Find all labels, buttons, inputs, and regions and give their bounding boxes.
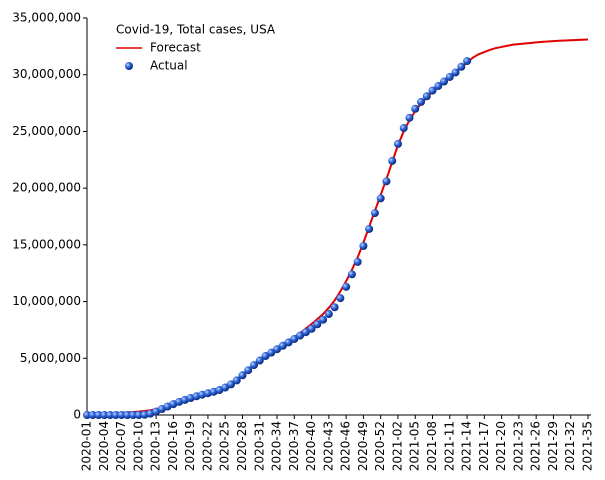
actual-point	[405, 113, 414, 122]
x-tick-label: 2021-11	[442, 421, 456, 471]
legend-marker	[125, 62, 133, 70]
actual-point	[123, 411, 132, 419]
actual-point	[376, 194, 385, 203]
actual-point	[330, 303, 339, 312]
actual-point	[319, 315, 328, 324]
x-tick-label: 2020-49	[356, 421, 370, 471]
actual-point	[382, 177, 391, 186]
actual-point	[273, 345, 282, 354]
x-tick-label: 2020-40	[304, 421, 318, 471]
actual-point	[301, 328, 310, 337]
actual-point	[284, 338, 293, 347]
actual-point	[83, 411, 91, 419]
legend-label: Forecast	[150, 41, 201, 55]
x-tick-label: 2021-26	[529, 421, 543, 471]
actual-point	[359, 241, 368, 250]
actual-point	[296, 331, 305, 340]
x-tick-label: 2020-34	[270, 421, 284, 471]
x-tick-label: 2020-13	[149, 421, 163, 471]
actual-point	[370, 209, 379, 218]
actual-point	[290, 335, 299, 344]
x-tick-label: 2021-02	[390, 421, 404, 471]
y-tick-label: 15,000,000	[12, 237, 81, 251]
actual-point	[267, 348, 276, 357]
actual-point	[445, 72, 454, 81]
x-tick-label: 2021-08	[425, 421, 439, 471]
actual-point	[393, 139, 402, 148]
actual-point	[353, 257, 362, 266]
x-tick-label: 2021-29	[546, 421, 560, 471]
actual-point	[117, 411, 126, 419]
actual-point	[255, 356, 264, 365]
y-tick-label: 35,000,000	[12, 11, 81, 25]
x-tick-label: 2021-32	[563, 421, 577, 471]
actual-point	[278, 341, 287, 350]
actual-point	[238, 371, 247, 380]
actual-point	[261, 352, 270, 361]
y-tick-label: 20,000,000	[12, 181, 81, 195]
actual-point	[451, 68, 460, 77]
y-tick-label: 0	[73, 408, 81, 422]
actual-point	[313, 320, 322, 329]
x-tick-label: 2020-22	[200, 421, 214, 471]
actual-point	[411, 104, 420, 113]
actual-point	[129, 411, 138, 419]
actual-point	[440, 77, 449, 86]
x-tick-label: 2020-52	[373, 421, 387, 471]
x-tick-label: 2020-46	[339, 421, 353, 471]
x-tick-label: 2020-16	[166, 421, 180, 471]
x-tick-label: 2021-23	[511, 421, 525, 471]
x-tick-label: 2021-35	[581, 421, 595, 471]
actual-point	[307, 324, 316, 333]
actual-point	[324, 310, 333, 319]
actual-point	[388, 156, 397, 165]
y-tick-label: 5,000,000	[20, 351, 81, 365]
x-tick-label: 2020-19	[183, 421, 197, 471]
actual-point	[342, 282, 351, 291]
actual-point	[111, 411, 120, 419]
legend-label: Actual	[150, 59, 188, 73]
x-tick-label: 2020-25	[218, 421, 232, 471]
x-tick-label: 2020-31	[252, 421, 266, 471]
actual-point	[250, 361, 258, 370]
x-tick-label: 2020-43	[321, 421, 335, 471]
actual-point	[434, 82, 443, 91]
chart-title: Covid-19, Total cases, USA	[116, 23, 276, 37]
actual-point	[417, 97, 425, 106]
actual-point	[94, 411, 103, 419]
x-tick-label: 2020-04	[97, 421, 111, 471]
actual-point	[244, 366, 253, 375]
x-tick-label: 2020-28	[235, 421, 249, 471]
x-tick-label: 2020-37	[287, 421, 301, 471]
actual-point	[457, 62, 466, 71]
actual-point	[422, 92, 431, 101]
x-tick-label: 2020-01	[80, 421, 94, 471]
forecast-line	[86, 38, 589, 415]
y-tick-label: 30,000,000	[12, 67, 81, 81]
actual-point	[399, 124, 408, 133]
x-tick-label: 2021-14	[460, 421, 474, 471]
actual-point	[232, 376, 241, 385]
x-tick-label: 2021-05	[408, 421, 422, 471]
x-tick-label: 2020-07	[114, 421, 128, 471]
actual-point	[134, 410, 143, 419]
actual-point	[428, 86, 437, 95]
actual-point	[336, 294, 345, 303]
y-tick-label: 25,000,000	[12, 124, 81, 138]
y-tick-label: 10,000,000	[12, 294, 81, 308]
actual-point	[106, 411, 115, 419]
x-tick-label: 2020-10	[131, 421, 145, 471]
actual-point	[100, 411, 109, 419]
actual-point	[347, 270, 356, 279]
x-tick-label: 2021-20	[494, 421, 508, 471]
actual-point	[463, 57, 472, 66]
actual-point	[226, 380, 235, 389]
x-tick-label: 2021-17	[477, 421, 491, 471]
actual-point	[88, 411, 97, 419]
actual-point	[365, 224, 374, 233]
